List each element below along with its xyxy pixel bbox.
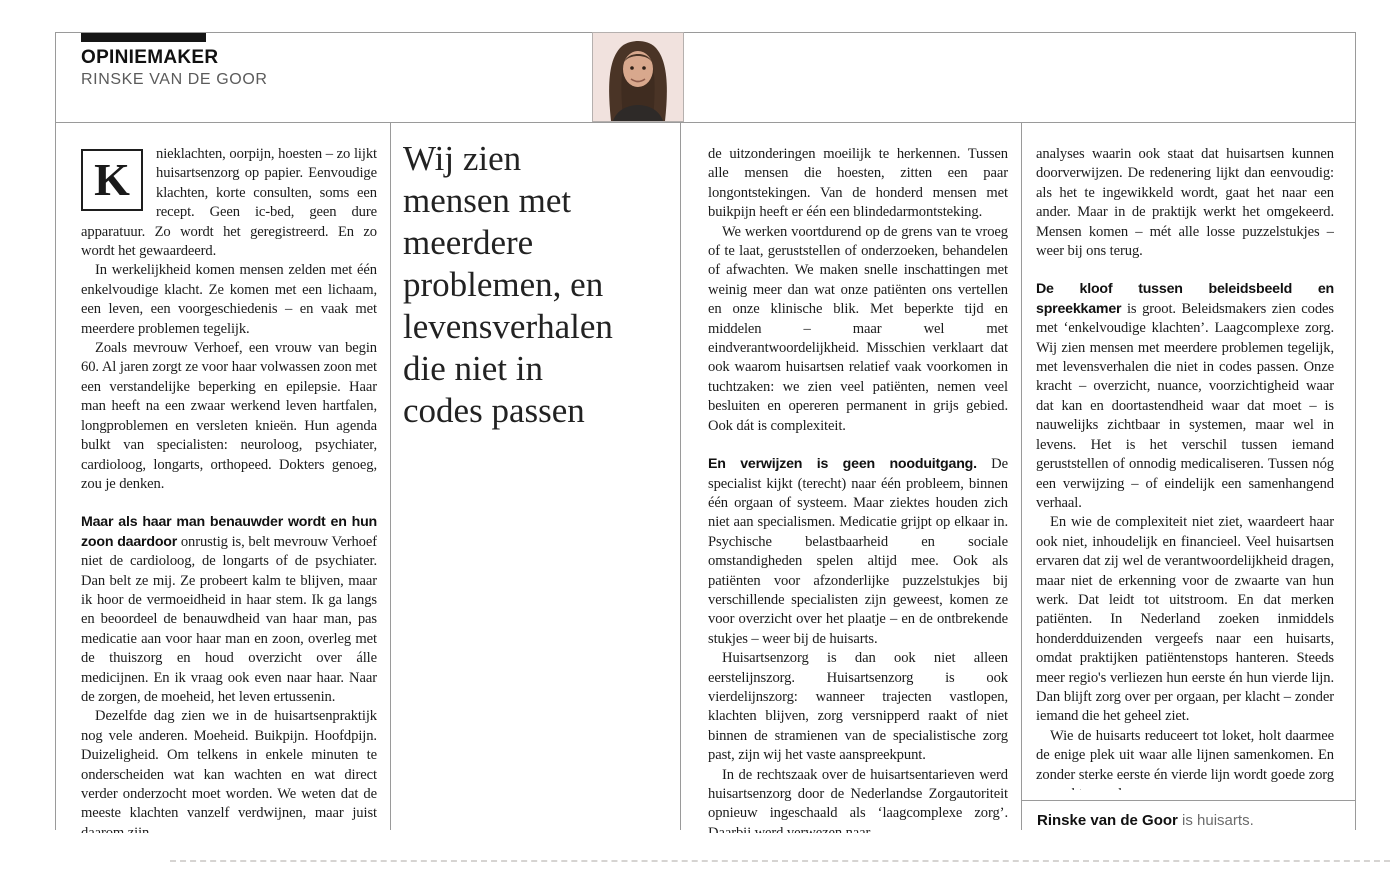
article-paragraph: De kloof tussen beleidsbeeld en spreekka… [1036, 280, 1334, 513]
paragraph-text: analyses waarin ook staat dat huisartsen… [1036, 146, 1334, 260]
kicker-accent-bar [81, 33, 206, 42]
paragraph-text: Dezelfde dag zien we in de huisartsenpra… [81, 708, 377, 833]
paragraph-text: En wie de complexiteit niet ziet, waarde… [1036, 514, 1334, 725]
footer-byline: Rinske van de Goor is huisarts. [1037, 812, 1357, 829]
paragraph-text: Huisartsenzorg is dan ook niet alleen ee… [708, 650, 1008, 764]
article-paragraph: We werken voortdurend op de grens van te… [708, 223, 1008, 436]
page-top-rule [55, 32, 1355, 33]
paragraph-bold-lead: De kloof tussen beleidsbeeld en spreekka… [1036, 281, 1334, 317]
pull-quote: Wij zien mensen met meerdere problemen, … [403, 139, 613, 430]
article-paragraph: Zoals mevrouw Verhoef, een vrouw van beg… [81, 339, 377, 494]
article-column-2: de uitzonderingen moeilijk te herkennen.… [708, 145, 1008, 833]
author-portrait-photo [592, 32, 684, 122]
article-paragraph: Dezelfde dag zien we in de huisartsenpra… [81, 707, 377, 833]
paragraph-text: de uitzonderingen moeilijk te herkennen.… [708, 146, 1008, 221]
paragraph-bold-lead: En verwijzen is geen nooduitgang. [708, 456, 977, 473]
section-kicker: OPINIEMAKER [81, 47, 219, 68]
page-bottom-fold-marks [170, 860, 1390, 862]
paragraph-text: onrustig is, belt mevrouw Verhoef niet d… [81, 533, 377, 705]
byline-top-rule [1021, 800, 1355, 801]
paragraph-text: is groot. Beleidsmakers zien codes met ‘… [1036, 300, 1334, 511]
column-divider-2 [680, 122, 681, 830]
paragraph-text: In de rechtszaak over de huisartsentarie… [708, 766, 1008, 833]
byline-author-role: is huisarts. [1177, 812, 1254, 829]
article-paragraph: Maar als haar man benauwder wordt en hun… [81, 513, 377, 707]
article-column-3: analyses waarin ook staat dat huisartsen… [1036, 145, 1334, 790]
author-name-header: RINSKE VAN DE GOOR [81, 71, 268, 88]
article-paragraph: Wie de huisarts reduceert tot loket, hol… [1036, 727, 1334, 790]
article-paragraph: En wie de complexiteit niet ziet, waarde… [1036, 513, 1334, 726]
column-divider-3 [1021, 122, 1022, 830]
paragraph-bold-lead: Maar als haar man benauwder wordt en hun… [81, 514, 377, 550]
page-right-rule [1355, 32, 1356, 830]
paragraph-text: nieklachten, oorpijn, hoesten – zo lijkt… [81, 146, 377, 260]
byline-author-name: Rinske van de Goor [1037, 812, 1178, 829]
drop-cap: K [81, 149, 143, 211]
page-left-rule [55, 32, 56, 830]
article-paragraph: En verwijzen is geen nooduitgang. De spe… [708, 455, 1008, 649]
article-paragraph: analyses waarin ook staat dat huisartsen… [1036, 145, 1334, 261]
paragraph-text: In werkelijkheid komen mensen zelden met… [81, 262, 377, 337]
paragraph-text: Zoals mevrouw Verhoef, een vrouw van beg… [81, 340, 377, 492]
article-paragraph: In werkelijkheid komen mensen zelden met… [81, 261, 377, 339]
article-paragraph: Huisartsenzorg is dan ook niet alleen ee… [708, 649, 1008, 765]
portrait-illustration [593, 33, 683, 121]
paragraph-text: De specialist kijkt (terecht) naar één p… [708, 456, 1008, 647]
paragraph-text: Wie de huisarts reduceert tot loket, hol… [1036, 727, 1334, 790]
article-paragraph: de uitzonderingen moeilijk te herkennen.… [708, 145, 1008, 223]
header-bottom-rule [55, 122, 1355, 123]
column-divider-1 [390, 122, 391, 830]
article-paragraph: In de rechtszaak over de huisartsentarie… [708, 766, 1008, 833]
paragraph-text: We werken voortdurend op de grens van te… [708, 223, 1008, 434]
